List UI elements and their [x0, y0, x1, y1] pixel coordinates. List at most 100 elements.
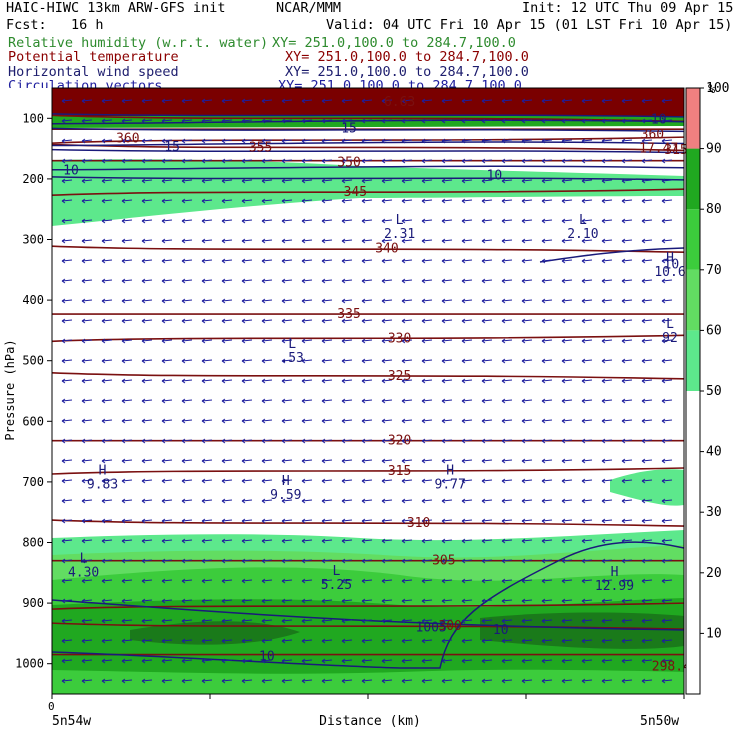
extremum-type: H: [611, 565, 619, 580]
vector-arrow: [201, 218, 213, 224]
vector-arrow: [241, 398, 253, 404]
vector-arrow: [221, 138, 233, 144]
vector-arrow: [261, 678, 273, 684]
y-tick-label: 900: [22, 596, 44, 610]
vector-arrow: [201, 658, 213, 664]
vector-arrow: [521, 338, 533, 344]
vector-arrow: [481, 338, 493, 344]
vector-arrow: [481, 678, 493, 684]
vector-arrow: [121, 218, 133, 224]
vector-arrow: [241, 578, 253, 584]
vector-arrow: [341, 98, 353, 104]
vector-arrow: [341, 618, 353, 624]
vector-arrow: [381, 598, 393, 604]
vector-arrow: [561, 318, 573, 324]
vector-arrow: [501, 638, 513, 644]
vector-arrow: [441, 598, 453, 604]
vector-arrow: [261, 638, 273, 644]
vector-arrow: [541, 378, 553, 384]
colorbar-tick-label: 40: [706, 445, 722, 460]
vector-arrow: [261, 438, 273, 444]
vector-arrow: [481, 438, 493, 444]
wind-label: 10: [651, 113, 667, 128]
vector-arrow: [181, 338, 193, 344]
vector-arrow: [621, 558, 633, 564]
vector-arrow: [661, 218, 673, 224]
vector-arrow: [201, 538, 213, 544]
vector-arrow: [481, 478, 493, 484]
vector-arrow: [261, 558, 273, 564]
vector-arrow: [461, 458, 473, 464]
vector-arrow: [581, 538, 593, 544]
vector-arrow: [281, 378, 293, 384]
vector-arrow: [441, 438, 453, 444]
vector-arrow: [421, 458, 433, 464]
vector-arrow: [461, 618, 473, 624]
vector-arrow: [481, 658, 493, 664]
vector-arrow: [521, 258, 533, 264]
vector-arrow: [381, 138, 393, 144]
vector-arrow: [461, 298, 473, 304]
vector-arrow: [101, 218, 113, 224]
vector-arrow: [321, 658, 333, 664]
vector-arrow: [381, 578, 393, 584]
extremum-value: 9.59: [270, 488, 301, 503]
vector-arrow: [161, 398, 173, 404]
vector-arrow: [241, 238, 253, 244]
vector-arrow: [541, 658, 553, 664]
vector-arrow: [81, 258, 93, 264]
vector-arrow: [561, 618, 573, 624]
extremum-type: L: [332, 564, 340, 579]
vector-arrow: [81, 678, 93, 684]
vector-arrow: [341, 218, 353, 224]
vector-arrow: [661, 498, 673, 504]
vector-arrow: [521, 618, 533, 624]
vector-arrow: [201, 518, 213, 524]
vector-arrow: [281, 98, 293, 104]
vector-arrow: [441, 458, 453, 464]
vector-arrow: [301, 258, 313, 264]
vector-arrow: [361, 498, 373, 504]
vector-arrow: [601, 98, 613, 104]
vector-arrow: [541, 98, 553, 104]
vector-arrow: [281, 658, 293, 664]
vector-arrow: [581, 98, 593, 104]
vector-arrow: [221, 618, 233, 624]
y-tick-label: 800: [22, 536, 44, 550]
vector-arrow: [401, 438, 413, 444]
vector-arrow: [661, 398, 673, 404]
vector-arrow: [321, 198, 333, 204]
vector-arrow: [461, 238, 473, 244]
vector-arrow: [61, 418, 73, 424]
vector-arrow: [121, 478, 133, 484]
vector-arrow: [441, 178, 453, 184]
vector-arrow: [101, 358, 113, 364]
axes: 100 200 300 400 500 600 700 800 900 1000: [15, 111, 685, 699]
vector-arrow: [621, 618, 633, 624]
vector-arrow: [221, 438, 233, 444]
vector-arrow: [181, 358, 193, 364]
vector-arrow: [461, 438, 473, 444]
vector-arrow: [361, 478, 373, 484]
vector-arrow: [341, 138, 353, 144]
vector-arrow: [601, 298, 613, 304]
vector-arrow: [361, 418, 373, 424]
vector-arrow: [101, 158, 113, 164]
vector-arrow: [261, 318, 273, 324]
vector-arrow: [561, 398, 573, 404]
vector-arrow: [301, 118, 313, 124]
vector-arrow: [541, 498, 553, 504]
vector-arrow: [461, 518, 473, 524]
vector-arrow: [441, 658, 453, 664]
vector-arrow: [301, 138, 313, 144]
extremum-value: 10.6: [654, 265, 685, 280]
rh-right-moist: [610, 469, 684, 506]
vector-arrow: [581, 118, 593, 124]
vector-arrow: [321, 678, 333, 684]
vector-arrow: [561, 378, 573, 384]
vector-arrow: [421, 198, 433, 204]
vector-arrow: [401, 618, 413, 624]
vector-arrow: [81, 118, 93, 124]
vector-arrow: [181, 558, 193, 564]
vector-arrow: [541, 298, 553, 304]
